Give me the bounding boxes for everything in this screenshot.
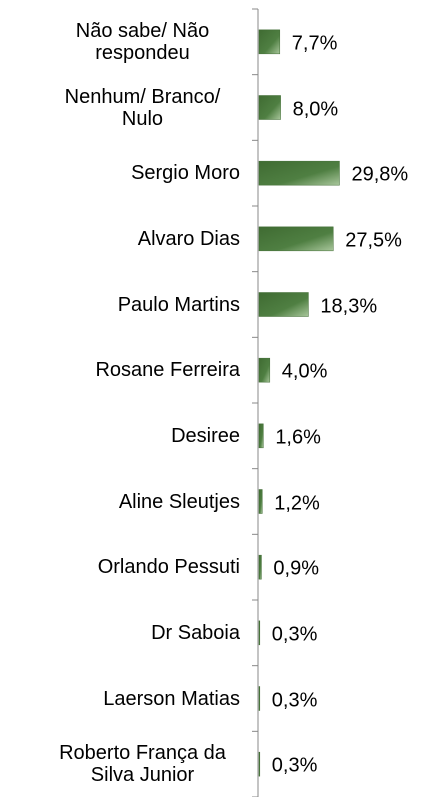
category-label: Dr Saboia	[151, 621, 240, 644]
category-label: Rosane Ferreira	[95, 359, 240, 382]
value-label: 29,8%	[351, 163, 409, 186]
category-label: Nenhum/ Branco/ Nulo	[64, 85, 221, 130]
category-label: Laerson Matias	[103, 687, 240, 710]
category-label: Não sabe/ Não respondeu	[75, 19, 210, 64]
bar	[258, 554, 262, 580]
value-label: 7,7%	[291, 32, 338, 55]
bar	[258, 357, 271, 383]
bar	[258, 160, 340, 186]
bar	[258, 29, 281, 55]
value-label: 4,0%	[281, 360, 328, 383]
bar	[258, 620, 261, 646]
value-label: 0,9%	[273, 557, 320, 580]
category-label: Alvaro Dias	[137, 227, 240, 250]
value-label: 27,5%	[345, 229, 402, 252]
bar	[258, 95, 281, 120]
value-label: 8,0%	[292, 98, 339, 120]
bar	[258, 751, 261, 777]
category-label: Aline Sleutjes	[118, 490, 240, 513]
value-label: 0,3%	[271, 754, 318, 777]
category-label: Desiree	[171, 424, 240, 447]
value-label: 1,2%	[274, 492, 320, 514]
bar	[258, 489, 263, 514]
value-label: 0,3%	[271, 689, 318, 711]
bar	[258, 226, 334, 252]
bar	[258, 423, 264, 449]
value-label: 1,6%	[275, 426, 321, 449]
bar	[258, 686, 261, 711]
category-label: Sergio Moro	[131, 162, 240, 185]
category-label: Roberto França da Silva Junior	[59, 742, 226, 787]
value-label: 0,3%	[271, 623, 318, 646]
category-label: Orlando Pessuti	[97, 556, 240, 579]
category-label: Paulo Martins	[117, 293, 240, 316]
bar	[258, 292, 309, 317]
value-label: 18,3%	[320, 295, 378, 317]
